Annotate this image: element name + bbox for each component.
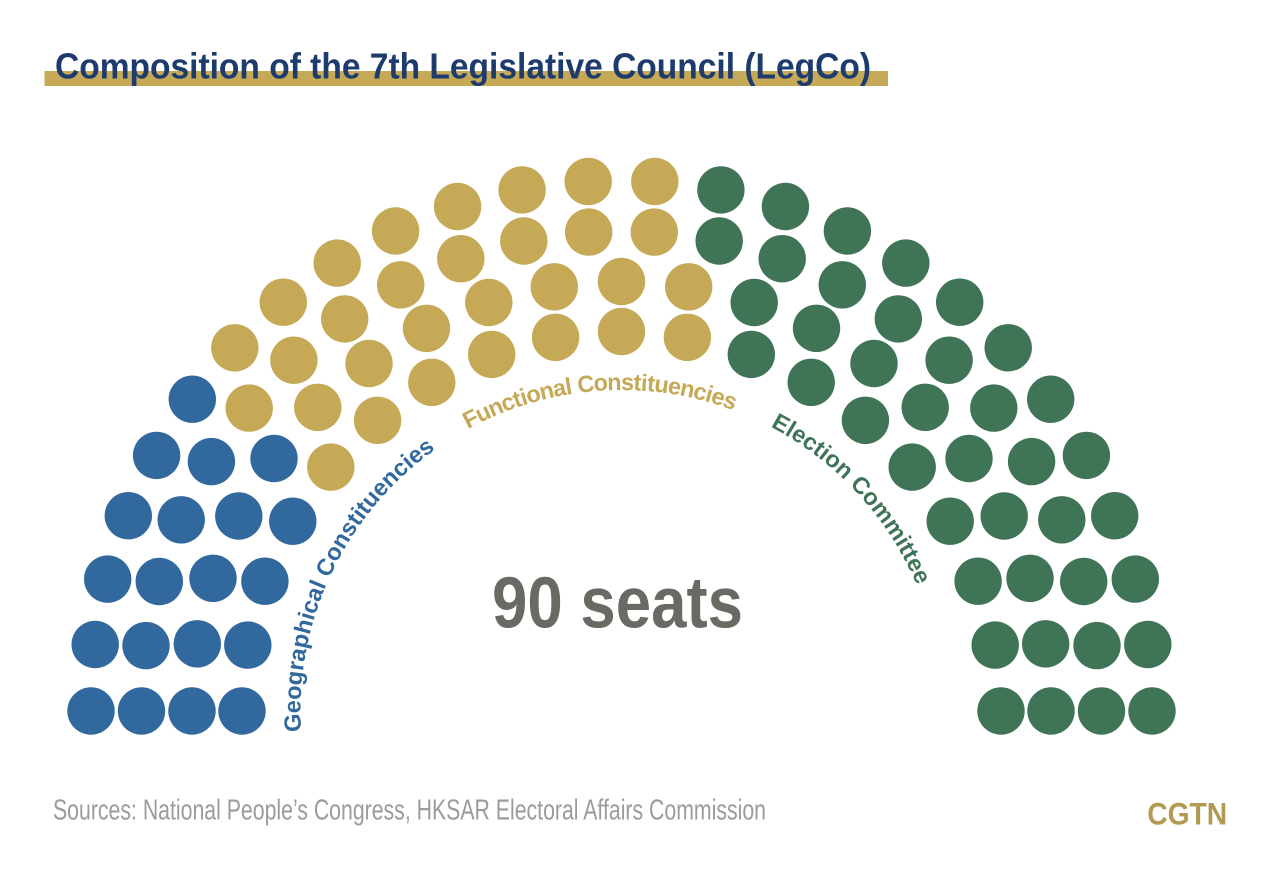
svg-text:r: r — [282, 659, 309, 672]
svg-text:h: h — [289, 616, 318, 637]
svg-text:G: G — [279, 713, 306, 732]
svg-text:g: g — [280, 669, 307, 686]
svg-text:o: o — [593, 369, 609, 396]
svg-text:90 seats: 90 seats — [492, 564, 743, 644]
svg-text:u: u — [653, 371, 670, 399]
svg-text:Sources: National People’s Con: Sources: National People’s Congress, HKS… — [53, 794, 766, 826]
svg-text:a: a — [550, 374, 569, 402]
svg-text:l: l — [563, 373, 574, 400]
svg-text:s: s — [621, 369, 635, 395]
svg-text:c: c — [691, 377, 710, 405]
svg-text:n: n — [678, 374, 697, 402]
svg-text:a: a — [283, 645, 311, 663]
svg-text:C: C — [576, 370, 596, 398]
svg-text:i: i — [640, 370, 648, 396]
svg-text:n: n — [607, 369, 622, 395]
svg-text:o: o — [523, 380, 544, 409]
svg-text:e: e — [279, 700, 305, 713]
svg-text:n: n — [537, 376, 557, 405]
svg-text:p: p — [286, 631, 314, 651]
svg-text:e: e — [666, 372, 683, 400]
svg-text:o: o — [280, 685, 307, 701]
svg-text:Composition of the 7th Legisla: Composition of the 7th Legislative Counc… — [55, 46, 871, 87]
svg-text:CGTN: CGTN — [1147, 796, 1227, 832]
svg-text:t: t — [633, 369, 642, 395]
svg-text:t: t — [646, 370, 656, 397]
